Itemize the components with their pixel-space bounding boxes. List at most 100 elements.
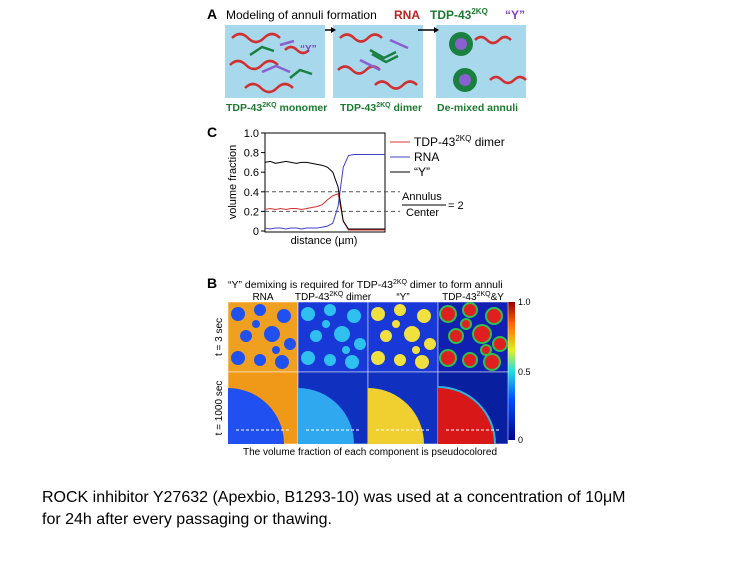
colorbar-label: 0.5 (518, 367, 531, 377)
droplet (275, 355, 289, 369)
panel-title: “Y” demixing is required for TDP-432KQ d… (228, 279, 503, 291)
droplet (322, 320, 330, 328)
droplet (284, 338, 296, 350)
legend-label: “Y” (414, 165, 430, 179)
superscript: 2KQ (376, 102, 391, 109)
text: RNA (414, 150, 439, 164)
droplet (231, 351, 245, 365)
droplet (392, 320, 400, 328)
droplet (485, 355, 499, 369)
droplet (371, 307, 385, 321)
text: TDP-43 (340, 102, 376, 114)
droplet (254, 304, 266, 316)
droplet (347, 309, 361, 323)
superscript: 2KQ (477, 291, 492, 298)
annotation: Center (406, 207, 439, 219)
droplet (342, 346, 350, 354)
droplet (264, 326, 280, 342)
colorbar (508, 302, 515, 440)
droplet (301, 351, 315, 365)
annotation: Annulus (402, 191, 442, 203)
droplet (417, 309, 431, 323)
text: dimer (343, 292, 371, 303)
text: TDP-43 (226, 102, 262, 114)
y-tick-label: 1.0 (244, 128, 259, 140)
caption-line: for 24h after every passaging or thawing… (42, 511, 332, 528)
droplet (494, 338, 506, 350)
droplet (474, 326, 490, 342)
droplet (371, 351, 385, 365)
legend-tdp: TDP-432KQ (430, 7, 488, 22)
y-tick-label: 0.2 (244, 206, 259, 218)
droplet (462, 320, 470, 328)
droplet (424, 338, 436, 350)
droplet (441, 307, 455, 321)
droplet (228, 388, 284, 444)
panel-letter: A (207, 6, 217, 22)
droplet (240, 330, 252, 342)
y-tick-label: 0 (253, 226, 259, 238)
legend-rna: RNA (394, 8, 420, 22)
text: TDP-43 (414, 135, 456, 149)
panel-a: A Modeling of annuli formation RNA TDP-4… (207, 6, 527, 114)
text: RNA (252, 292, 273, 303)
x-axis-label: distance (µm) (291, 235, 358, 247)
box-caption: De-mixed annuli (437, 102, 518, 114)
droplet (231, 307, 245, 321)
text: “Y” (396, 292, 409, 303)
panel-letter: C (207, 124, 217, 140)
box-caption: TDP-432KQ monomer (226, 102, 327, 114)
droplet (415, 355, 429, 369)
droplet (272, 346, 280, 354)
box (333, 25, 423, 98)
y-tick-label: 0.8 (244, 148, 259, 160)
droplet (487, 309, 501, 323)
squiggles (229, 32, 527, 94)
series-line (264, 193, 385, 231)
text: “Y” demixing is required for TDP-43 (228, 279, 393, 291)
droplet (277, 309, 291, 323)
droplet (464, 304, 476, 316)
plot-frame (264, 132, 386, 233)
droplet (324, 304, 336, 316)
droplet (324, 354, 336, 366)
droplet (345, 355, 359, 369)
colorbar-label: 1.0 (518, 297, 531, 307)
series-line (264, 160, 385, 230)
y-tick-label: 0.4 (244, 187, 259, 199)
text: dimer (391, 102, 423, 114)
text: “Y” (396, 292, 409, 303)
panel-b: B “Y” demixing is required for TDP-432KQ… (207, 275, 531, 458)
panel-c: C volume fraction distance (µm) Annulus … (207, 124, 505, 247)
footnote: The volume fraction of each component is… (243, 447, 497, 458)
text: TDP-43 (295, 292, 330, 303)
droplet (310, 330, 322, 342)
superscript: 2KQ (329, 291, 344, 298)
superscript: 2KQ (262, 102, 277, 109)
droplet (482, 346, 490, 354)
droplet (254, 354, 266, 366)
box-label: “Y” (300, 44, 317, 55)
annulus-core (455, 38, 467, 50)
droplet (394, 354, 406, 366)
text: TDP-432KQ dimer (295, 291, 372, 303)
row-label: t = 3 sec (214, 318, 225, 356)
superscript: 2KQ (455, 134, 471, 143)
row-label: t = 1000 sec (214, 381, 225, 436)
droplet (450, 330, 462, 342)
text: TDP-43 (442, 292, 477, 303)
droplet (380, 330, 392, 342)
text: RNA (252, 292, 273, 303)
panel-title: Modeling of annuli formation (226, 8, 377, 22)
y-tick-label: 0.6 (244, 167, 259, 179)
legend-label: TDP-432KQ dimer (414, 134, 505, 149)
caption-line: ROCK inhibitor Y27632 (Apexbio, B1293-10… (42, 489, 625, 506)
series-line (264, 154, 385, 230)
colorbar-label: 0 (518, 435, 523, 445)
panel-letter: B (207, 275, 217, 291)
text: monomer (277, 102, 328, 114)
droplet (252, 320, 260, 328)
legend-label: RNA (414, 150, 439, 164)
legend-y: “Y” (505, 8, 525, 22)
